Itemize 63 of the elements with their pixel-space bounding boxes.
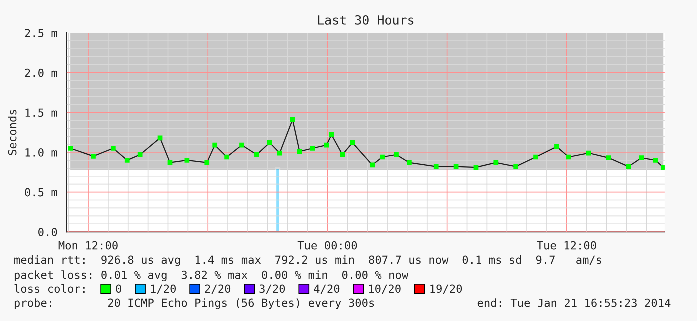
- point: [277, 150, 282, 156]
- point: [184, 158, 190, 163]
- point: [168, 160, 173, 166]
- point: [290, 117, 296, 122]
- point: [158, 136, 163, 141]
- text: end: Tue Jan 21 16:55:23 2014: [478, 298, 671, 308]
- point: [626, 164, 632, 170]
- legend-label: 2/20: [205, 284, 231, 294]
- legend-label: 10/20: [369, 284, 401, 294]
- legend-label: 1/20: [151, 284, 176, 294]
- point: [350, 140, 356, 146]
- text: packet loss: 0.01 % avg 3.82 % max 0.00 % min 0.00 % now: [14, 270, 409, 282]
- y-tick-label: 0.5 m: [25, 188, 58, 197]
- x-tick-label: Mon 12:00: [58, 241, 118, 250]
- point: [474, 165, 479, 170]
- x-tick-label: Tue 00:00: [298, 241, 358, 250]
- y-tick-label: 2.5 m: [25, 29, 58, 38]
- y-tick-label: 1.0 m: [26, 148, 58, 157]
- point: [324, 142, 330, 148]
- point: [204, 160, 210, 166]
- x-tick-label: Tue 12:00: [537, 241, 596, 250]
- legend-title: loss color:: [14, 284, 85, 294]
- point: [586, 150, 592, 156]
- point: [454, 164, 459, 170]
- point: [138, 152, 143, 158]
- point: [110, 146, 116, 151]
- legend-label: 4/20: [314, 284, 340, 294]
- point: [124, 158, 130, 163]
- point: [329, 132, 334, 138]
- point: [297, 149, 302, 154]
- point: [606, 156, 612, 160]
- point: [394, 152, 399, 158]
- legend-label: 0: [116, 284, 122, 294]
- legend-label: 19/20: [430, 284, 462, 294]
- point: [240, 142, 244, 148]
- point: [554, 144, 560, 150]
- point: [370, 162, 375, 168]
- point: [534, 154, 538, 160]
- point: [340, 152, 346, 158]
- legend-label: 3/20: [260, 284, 286, 294]
- point: [380, 154, 385, 160]
- point: [254, 152, 260, 158]
- point: [661, 165, 665, 170]
- text: median rtt: 926.8 us avg 1.4 ms max 792.2 us min 807.7 us now 0.1 ms sd 9.7 am/s: [14, 256, 602, 266]
- point: [212, 142, 218, 148]
- y-axis-title: Seconds: [8, 110, 17, 156]
- point: [91, 154, 96, 159]
- point: [267, 140, 272, 146]
- point: [407, 160, 412, 166]
- point: [639, 156, 644, 160]
- point: [224, 154, 230, 160]
- chart-title: Last 30 Hours: [318, 15, 414, 25]
- point: [566, 154, 572, 160]
- point: [514, 164, 519, 170]
- point: [494, 160, 499, 166]
- point: [434, 164, 439, 170]
- y-tick-label: 0.0: [38, 228, 58, 236]
- text: probe: 20 ICMP Echo Pings (56 Bytes) every 300s: [14, 298, 374, 310]
- point: [653, 158, 658, 163]
- point: [310, 146, 316, 151]
- point: [68, 146, 73, 151]
- y-tick-label: 1.5 m: [26, 108, 58, 118]
- y-tick-label: 2.0 m: [25, 68, 58, 78]
